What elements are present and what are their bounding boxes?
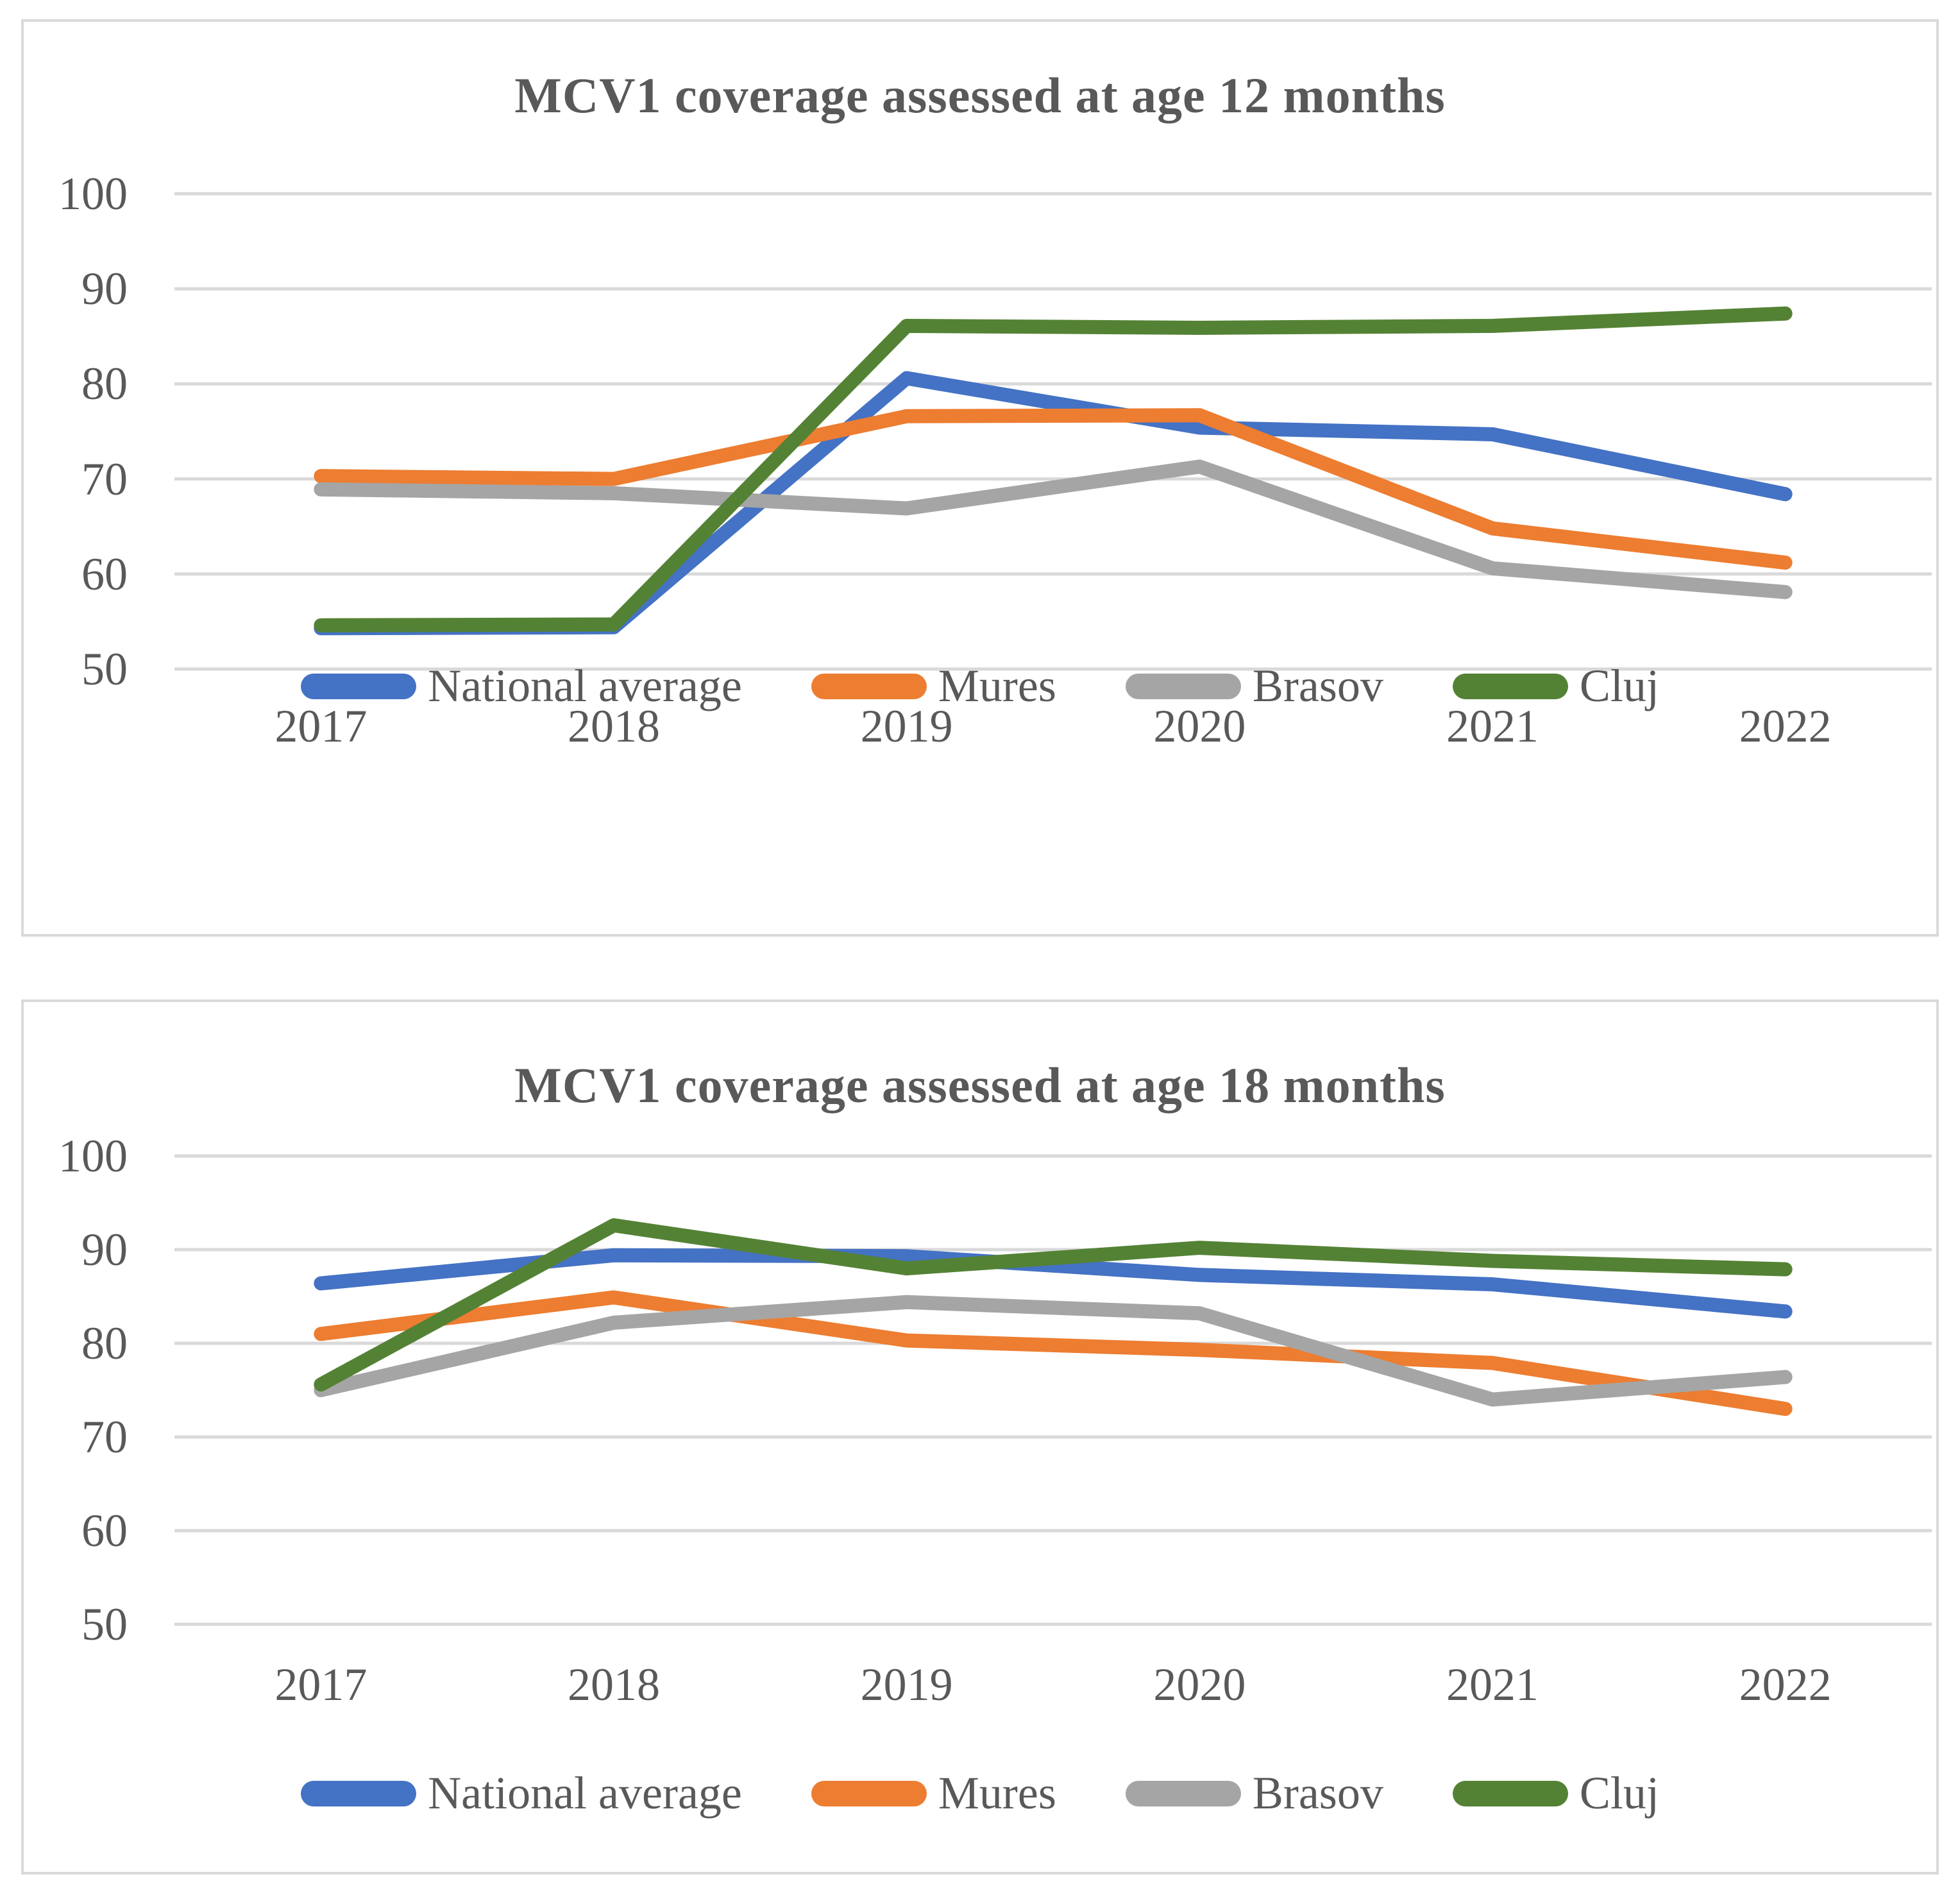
legend-label-national-average: National average xyxy=(428,660,742,711)
x-tick-2022: 2022 xyxy=(1739,1659,1832,1710)
legend-swatch-mures xyxy=(811,1780,927,1806)
chart-legend-12-months: National average Mures Brasov Cluj xyxy=(24,659,1936,713)
legend-label-cluj: Cluj xyxy=(1579,660,1659,711)
y-tick-90: 90 xyxy=(81,1224,128,1275)
legend-label-mures: Mures xyxy=(938,1767,1056,1819)
chart-title-18-months: MCV1 coverage assessed at age 18 months xyxy=(514,1057,1446,1113)
legend-swatch-brasov xyxy=(1125,673,1241,699)
x-tick-2017: 2017 xyxy=(275,1659,368,1710)
legend-item-mures: Mures xyxy=(811,1767,1056,1820)
series-line-brasov xyxy=(314,459,1793,599)
x-tick-2017: 2017 xyxy=(275,701,368,752)
legend-label-national-average: National average xyxy=(428,1767,742,1819)
chart-title-12-months: MCV1 coverage assessed at age 12 months xyxy=(514,67,1446,123)
x-tick-2021: 2021 xyxy=(1446,1659,1539,1710)
y-tick-60: 60 xyxy=(81,548,128,600)
legend-swatch-mures xyxy=(811,673,927,699)
series-line-cluj xyxy=(314,306,1793,633)
legend-item-mures: Mures xyxy=(811,659,1056,713)
x-tick-2018: 2018 xyxy=(568,1659,660,1710)
legend-label-brasov: Brasov xyxy=(1252,1767,1383,1819)
chart-panel-age-18-months: MCV1 coverage assessed at age 18 months … xyxy=(21,999,1939,1874)
chart-legend-18-months: National average Mures Brasov Cluj xyxy=(24,1767,1936,1820)
series-line-national-average xyxy=(314,1248,1793,1319)
series-line-mures xyxy=(314,408,1793,570)
legend-item-national-average: National average xyxy=(301,1767,742,1820)
x-tick-2020: 2020 xyxy=(1153,1659,1246,1710)
series-line-cluj xyxy=(314,1218,1793,1392)
legend-item-cluj: Cluj xyxy=(1452,659,1659,713)
y-tick-60: 60 xyxy=(81,1505,128,1556)
x-tick-2020: 2020 xyxy=(1153,701,1246,752)
series-line-mures xyxy=(314,1290,1793,1416)
x-tick-2019: 2019 xyxy=(860,701,953,752)
y-tick-70: 70 xyxy=(81,1411,128,1463)
x-tick-2021: 2021 xyxy=(1446,701,1539,752)
y-tick-50: 50 xyxy=(81,643,128,695)
legend-item-brasov: Brasov xyxy=(1125,659,1383,713)
y-tick-70: 70 xyxy=(81,453,128,505)
y-tick-90: 90 xyxy=(81,263,128,315)
chart-panel-age-12-months: MCV1 coverage assessed at age 12 months … xyxy=(21,19,1939,937)
y-tick-80: 80 xyxy=(81,358,128,410)
legend-swatch-brasov xyxy=(1125,1780,1241,1806)
y-tick-100: 100 xyxy=(58,1130,128,1182)
legend-item-national-average: National average xyxy=(301,659,742,713)
line-plot-18-months xyxy=(174,1154,1932,1626)
legend-label-mures: Mures xyxy=(938,660,1056,711)
legend-swatch-cluj xyxy=(1452,1780,1568,1806)
x-tick-2019: 2019 xyxy=(860,1659,953,1710)
legend-label-brasov: Brasov xyxy=(1252,660,1383,711)
legend-swatch-national-average xyxy=(301,1780,417,1806)
x-tick-2022: 2022 xyxy=(1739,701,1832,752)
legend-label-cluj: Cluj xyxy=(1579,1767,1659,1819)
y-tick-100: 100 xyxy=(58,168,128,219)
legend-item-brasov: Brasov xyxy=(1125,1767,1383,1820)
legend-swatch-national-average xyxy=(301,673,417,699)
y-tick-80: 80 xyxy=(81,1318,128,1369)
line-plot-12-months xyxy=(174,192,1932,671)
x-tick-2018: 2018 xyxy=(568,701,660,752)
series-line-brasov xyxy=(314,1295,1793,1407)
legend-item-cluj: Cluj xyxy=(1452,1767,1659,1820)
y-tick-50: 50 xyxy=(81,1599,128,1650)
legend-swatch-cluj xyxy=(1452,673,1568,699)
